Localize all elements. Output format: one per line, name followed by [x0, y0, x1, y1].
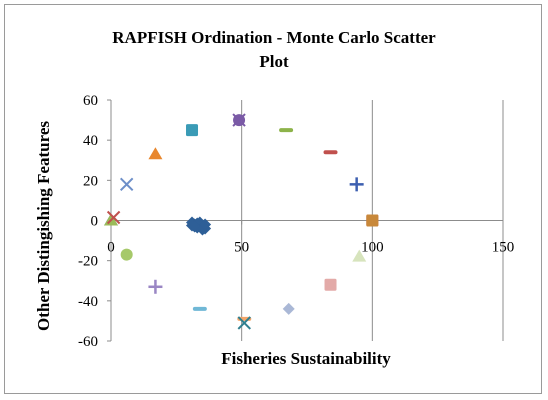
data-points: [104, 113, 379, 330]
x-tick-label-2: 100: [361, 240, 384, 256]
x-tick-labels: 0 50 100 150: [107, 240, 514, 256]
point-s15-0: [352, 249, 367, 262]
x-tick-label-0: 0: [107, 240, 115, 256]
x-tick-label-3: 150: [492, 240, 515, 256]
x-axis-title: Fisheries Sustainability: [221, 349, 391, 368]
point-s13-0: [349, 177, 364, 192]
axes: [107, 99, 504, 342]
point-s19-0: [282, 302, 295, 315]
chart-title-line-1: RAPFISH Ordination - Monte Carlo Scatter: [112, 28, 436, 47]
y-tick-label-3: 0: [91, 214, 99, 230]
point-s11-0: [323, 150, 338, 155]
y-tick-label-4: -20: [78, 254, 98, 270]
y-tick-label-2: 20: [83, 173, 98, 189]
point-s17-0: [324, 278, 337, 291]
point-s16-0: [148, 279, 163, 294]
chart-title-line-2: Plot: [259, 52, 289, 71]
point-s12-0: [119, 177, 134, 192]
y-tick-label-6: -60: [78, 334, 98, 350]
y-tick-label-5: -40: [78, 294, 98, 310]
point-s8-0: [233, 114, 246, 127]
point-s0-10: [199, 218, 212, 231]
point-s21-0: [237, 316, 251, 330]
point-s18-0: [192, 306, 207, 311]
point-s14-0: [120, 248, 133, 261]
scatter-chart: RAPFISH Ordination - Monte Carlo Scatter…: [34, 28, 514, 368]
point-s9-0: [279, 128, 294, 133]
y-tick-labels: 60 40 20 0 -20 -40 -60: [78, 93, 98, 350]
point-s6-0: [186, 124, 199, 137]
chart-frame: RAPFISH Ordination - Monte Carlo Scatter…: [4, 4, 542, 394]
point-s2-0: [366, 214, 379, 227]
point-s10-0: [148, 147, 163, 160]
y-tick-label-1: 40: [83, 133, 98, 149]
point-s5-0: [106, 210, 121, 225]
x-tick-label-1: 50: [234, 240, 249, 256]
y-tick-label-0: 60: [83, 93, 98, 109]
y-axis-title: Other Distingishing Features: [34, 121, 53, 331]
point-s0-11: [186, 219, 199, 232]
